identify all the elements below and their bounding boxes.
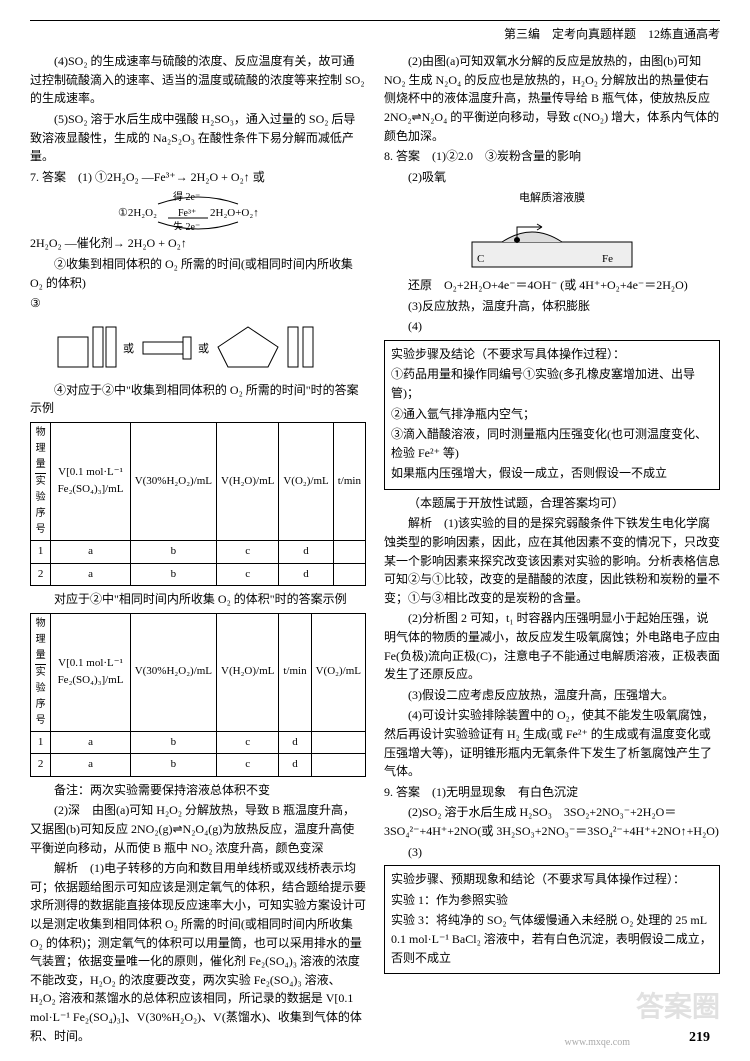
bridge-diagram: 得 2e⁻ ①2H₂O₂ Fe³⁺ 2H₂O+O₂↑ 失 2e⁻ [30, 190, 366, 230]
t1-h0: 物理量实验序号 [31, 422, 51, 540]
t2-r1c1: a [51, 731, 130, 754]
electron-bridge-svg: 得 2e⁻ ①2H₂O₂ Fe³⁺ 2H₂O+O₂↑ 失 2e⁻ [108, 190, 288, 230]
box1-l5: 如果瓶内压强增大，假设一成立，否则假设一不成立 [391, 464, 713, 483]
t1-h5: t/min [333, 422, 365, 540]
diagram-caption: 电解质溶液膜 [384, 190, 720, 208]
svg-text:或: 或 [198, 342, 209, 355]
t1-h4: V(O₂)/mL [279, 422, 333, 540]
q7-label: 7. 答案 (1) [30, 170, 92, 184]
t1-r1c3: c [217, 540, 279, 563]
left-p3: ②收集到相同体积的 O₂ 所需的时间(或相同时间内所收集 O₂ 的体积) [30, 255, 366, 292]
q8-label: 8. 答案 (1)②2.0 ③炭粉含量的影响 [384, 147, 720, 166]
q9-label: 9. 答案 (1)无明显现象 有白色沉淀 [384, 783, 720, 802]
left-p8: 解析 (1)电子转移的方向和数目用单线桥或双线桥表示均可；依据题给图示可知应该是… [30, 859, 366, 1045]
svg-text:C: C [477, 253, 484, 265]
t2-r1c4: d [279, 731, 311, 754]
t1-r1c4: d [279, 540, 333, 563]
t1-r2c4: d [279, 563, 333, 586]
t1-h1: V[0.1 mol·L⁻¹ Fe₂(SO₄)₃]/mL [51, 422, 130, 540]
t1-h2: V(30%H₂O₂)/mL [130, 422, 216, 540]
apparatus-svg: 或 或 [48, 317, 348, 377]
t1-h3: V(H₂O)/mL [217, 422, 279, 540]
right-p7: 解析 (1)该实验的目的是探究弱酸条件下铁发生电化学腐蚀类型的影响因素，因此，应… [384, 514, 720, 607]
t1-r1c2: b [130, 540, 216, 563]
right-column: (2)由图(a)可知双氧水分解的反应是放热的，由图(b)可知 NO₂ 生成 N₂… [384, 52, 720, 1047]
left-p2: (5)SO₂ 溶于水后生成中强酸 H₂SO₃，通入过量的 SO₂ 后导致溶液显酸… [30, 110, 366, 166]
right-p3: 还原 O₂+2H₂O+4e⁻＝4OH⁻ (或 4H⁺+O₂+4e⁻＝2H₂O) [384, 276, 720, 295]
box1-l2: ①药品用量和操作同编号①实验(多孔橡皮塞增加进、出导管)； [391, 365, 713, 402]
t1-r2c3: c [217, 563, 279, 586]
t2-r1c2: b [130, 731, 216, 754]
page-number: 219 [689, 1027, 710, 1049]
right-p1: (2)由图(a)可知双氧水分解的反应是放热的，由图(b)可知 NO₂ 生成 N₂… [384, 52, 720, 145]
t1-r2c2: b [130, 563, 216, 586]
box2-l2: 实验 1：作为参照实验 [391, 891, 713, 910]
t2-h1: V[0.1 mol·L⁻¹ Fe₂(SO₄)₃]/mL [51, 613, 130, 731]
t2-r2c5 [311, 754, 365, 777]
t1-r1c0: 1 [31, 540, 51, 563]
header-rule [30, 20, 720, 21]
left-p5: 对应于②中"相同时间内所收集 O₂ 的体积"时的答案示例 [30, 590, 366, 609]
right-p12: (3) [384, 843, 720, 862]
left-p6: 备注：两次实验需要保持溶液总体积不变 [30, 781, 366, 800]
apparatus-diagram: 或 或 [30, 317, 366, 377]
left-p4: ④对应于②中"收集到相同体积的 O₂ 所需的时间"时的答案示例 [30, 381, 366, 418]
box1-l3: ②通入氩气排净瓶内空气； [391, 405, 713, 424]
svg-text:或: 或 [123, 342, 134, 355]
t1-r2c5 [333, 563, 365, 586]
corrosion-svg: C Fe [462, 212, 642, 272]
right-p5: (4) [384, 317, 720, 336]
t2-r2c2: b [130, 754, 216, 777]
box1-l1: 实验步骤及结论（不要求写具体操作过程）： [391, 345, 713, 364]
q7-line: 7. 答案 (1) ①2H₂O₂ —Fe³⁺→ 2H₂O + O₂↑ 或 [30, 168, 366, 187]
t2-r2c4: d [279, 754, 311, 777]
right-p8: (2)分析图 2 可知，t₁ 时容器内压强明显小于起始压强，说明气体的物质的量减… [384, 609, 720, 683]
box2: 实验步骤、预期现象和结论（不要求写具体操作过程）： 实验 1：作为参照实验 实验… [384, 865, 720, 974]
right-p11: (2)SO₂ 溶于水后生成 H₂SO₃ 3SO₂+2NO₃⁻+2H₂O＝3SO₄… [384, 803, 720, 840]
t2-r2c1: a [51, 754, 130, 777]
footer-url: www.mxqe.com [565, 1035, 630, 1051]
t2-r1c0: 1 [31, 731, 51, 754]
left-p7: (2)深 由图(a)可知 H₂O₂ 分解放热，导致 B 瓶温度升高，又据图(b)… [30, 801, 366, 857]
table2: 物理量实验序号 V[0.1 mol·L⁻¹ Fe₂(SO₄)₃]/mL V(30… [30, 613, 366, 777]
svg-text:Fe: Fe [602, 253, 613, 265]
content-columns: (4)SO₂ 的生成速率与硫酸的浓度、反应温度有关，故可通过控制硫酸滴入的速率、… [30, 52, 720, 1047]
t2-r2c3: c [217, 754, 279, 777]
t2-h2: V(30%H₂O₂)/mL [130, 613, 216, 731]
t1-r1c5 [333, 540, 365, 563]
svg-text:失 2e⁻: 失 2e⁻ [173, 220, 200, 230]
t2-r1c5 [311, 731, 365, 754]
t1-r2c0: 2 [31, 563, 51, 586]
right-p2: (2)吸氧 [384, 168, 720, 187]
electrolyte-diagram: 电解质溶液膜 C Fe [384, 190, 720, 272]
right-p10: (4)可设计实验排除装置中的 O₂，使其不能发生吸氧腐蚀，然后再设计实验验证有 … [384, 706, 720, 780]
box1-l4: ③滴入醋酸溶液，同时测量瓶内压强变化(也可测温度变化、检验 Fe²⁺ 等) [391, 425, 713, 462]
left-p1: (4)SO₂ 的生成速率与硫酸的浓度、反应温度有关，故可通过控制硫酸滴入的速率、… [30, 52, 366, 108]
t2-h4: t/min [279, 613, 311, 731]
t1-r1c1: a [51, 540, 130, 563]
t1-r2c1: a [51, 563, 130, 586]
t2-h3: V(H₂O)/mL [217, 613, 279, 731]
t2-h5: V(O₂)/mL [311, 613, 365, 731]
box2-l1: 实验步骤、预期现象和结论（不要求写具体操作过程）： [391, 870, 713, 889]
t2-r1c3: c [217, 731, 279, 754]
q7-eq: ①2H₂O₂ —Fe³⁺→ 2H₂O + O₂↑ 或 [95, 170, 265, 184]
table1: 物理量实验序号 V[0.1 mol·L⁻¹ Fe₂(SO₄)₃]/mL V(30… [30, 422, 366, 586]
right-p6: （本题属于开放性试题，合理答案均可） [384, 494, 720, 513]
breadcrumb: 第三编 定考向真题样题 12练直通高考 [30, 25, 720, 44]
box1: 实验步骤及结论（不要求写具体操作过程）： ①药品用量和操作同编号①实验(多孔橡皮… [384, 340, 720, 490]
t2-r2c0: 2 [31, 754, 51, 777]
svg-text:Fe³⁺: Fe³⁺ [178, 208, 196, 219]
svg-text:2H₂O+O₂↑: 2H₂O+O₂↑ [210, 207, 259, 219]
box2-l3: 实验 3：将纯净的 SO₂ 气体缓慢通入未经脱 O₂ 处理的 25 mL 0.1… [391, 911, 713, 967]
left-p3b: ③ [30, 294, 366, 313]
right-p9: (3)假设二应考虑反应放热，温度升高，压强增大。 [384, 686, 720, 705]
left-column: (4)SO₂ 的生成速率与硫酸的浓度、反应温度有关，故可通过控制硫酸滴入的速率、… [30, 52, 366, 1047]
q7-eq2: 2H₂O₂ —催化剂→ 2H₂O + O₂↑ [30, 234, 366, 253]
svg-text:①2H₂O₂: ①2H₂O₂ [118, 207, 157, 219]
t2-h0: 物理量实验序号 [31, 613, 51, 731]
right-p4: (3)反应放热，温度升高，体积膨胀 [384, 297, 720, 316]
